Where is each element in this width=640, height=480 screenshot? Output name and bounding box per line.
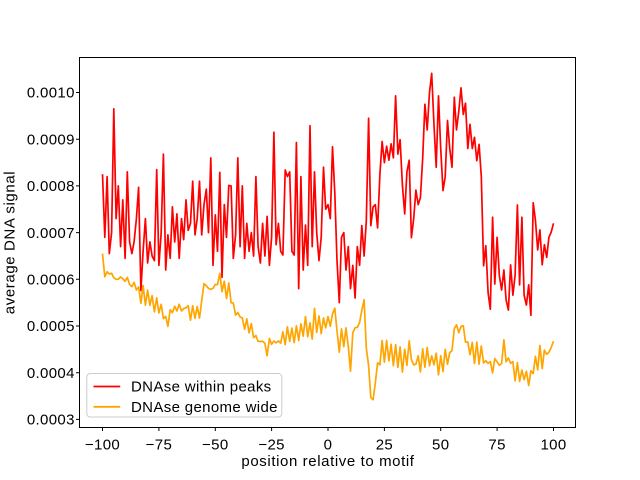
svg-text:−50: −50 — [202, 437, 229, 454]
svg-text:DNAse within peaks: DNAse within peaks — [131, 379, 272, 396]
svg-text:50: 50 — [432, 437, 449, 454]
svg-text:−75: −75 — [146, 437, 173, 454]
svg-text:0.0004: 0.0004 — [27, 365, 75, 382]
svg-text:0.0003: 0.0003 — [27, 412, 75, 429]
svg-text:25: 25 — [376, 437, 393, 454]
svg-text:position relative to motif: position relative to motif — [241, 453, 414, 470]
svg-text:0: 0 — [324, 437, 333, 454]
svg-text:0.0006: 0.0006 — [27, 272, 75, 289]
svg-text:average DNA signal: average DNA signal — [2, 171, 19, 314]
svg-text:75: 75 — [488, 437, 505, 454]
svg-text:0.0010: 0.0010 — [27, 85, 75, 102]
svg-text:−25: −25 — [258, 437, 285, 454]
svg-text:−100: −100 — [85, 437, 120, 454]
svg-text:0.0007: 0.0007 — [27, 225, 75, 242]
svg-text:0.0005: 0.0005 — [27, 318, 75, 335]
svg-text:100: 100 — [540, 437, 566, 454]
svg-text:0.0009: 0.0009 — [27, 131, 75, 148]
svg-text:0.0008: 0.0008 — [27, 178, 75, 195]
svg-text:DNAse genome wide: DNAse genome wide — [131, 399, 278, 416]
